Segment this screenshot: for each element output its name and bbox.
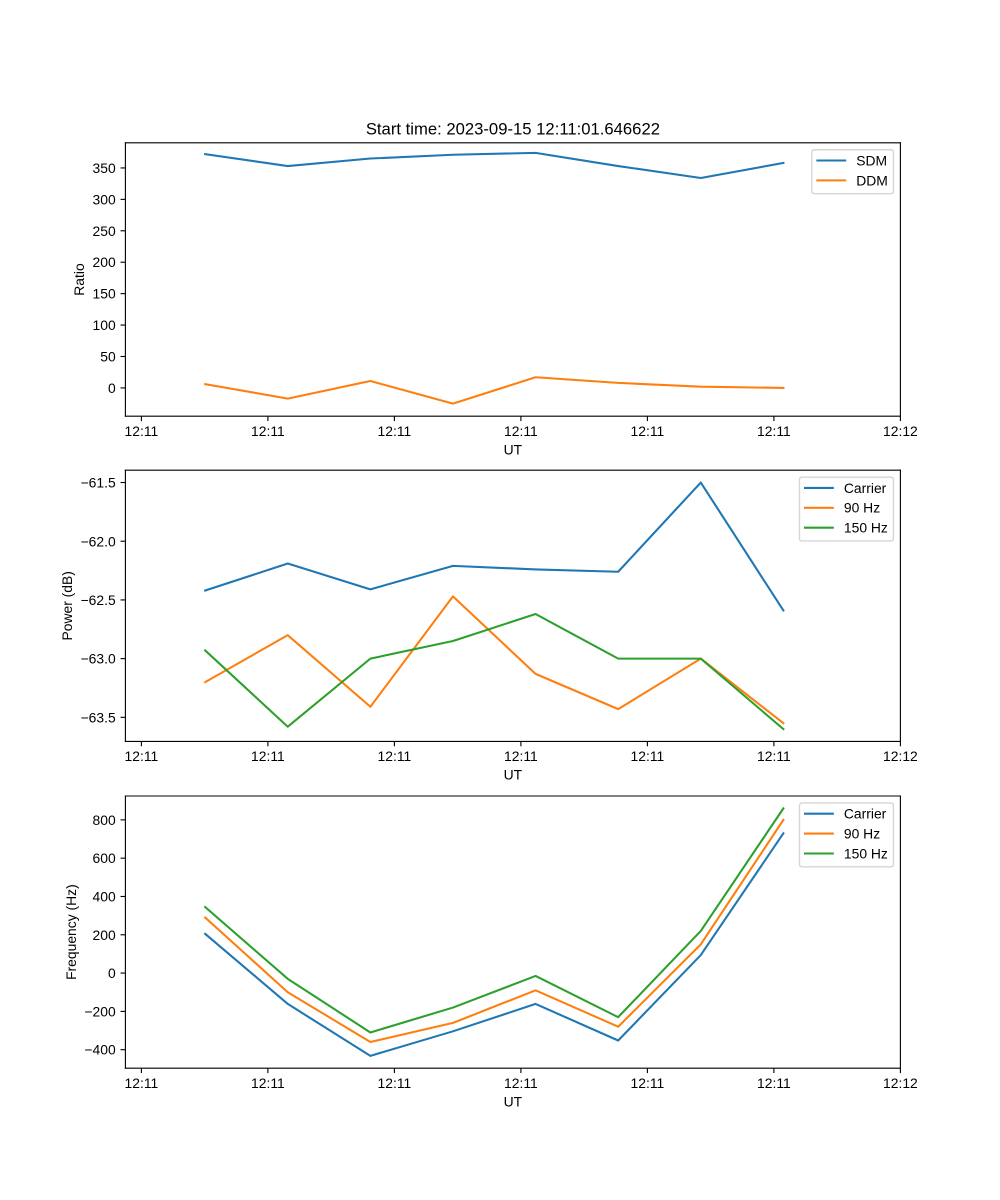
svg-text:−63.5: −63.5 (81, 709, 116, 725)
svg-text:Power (dB): Power (dB) (59, 571, 75, 640)
svg-text:200: 200 (93, 927, 116, 943)
svg-text:12:12: 12:12 (883, 748, 918, 764)
svg-text:12:12: 12:12 (883, 1075, 918, 1091)
svg-text:Ratio: Ratio (71, 263, 87, 296)
svg-text:0: 0 (108, 965, 116, 981)
svg-text:0: 0 (108, 380, 116, 396)
svg-text:UT: UT (504, 1093, 523, 1109)
svg-text:−62.0: −62.0 (81, 533, 116, 549)
svg-text:−63.0: −63.0 (81, 651, 116, 667)
svg-text:50: 50 (100, 349, 116, 365)
svg-text:12:11: 12:11 (251, 423, 285, 439)
svg-text:350: 350 (93, 160, 116, 176)
svg-text:12:11: 12:11 (631, 423, 665, 439)
svg-text:Start time: 2023-09-15 12:11:0: Start time: 2023-09-15 12:11:01.646622 (366, 119, 660, 138)
svg-text:90 Hz: 90 Hz (844, 825, 880, 841)
svg-text:12:11: 12:11 (504, 1075, 538, 1091)
svg-text:200: 200 (93, 254, 116, 270)
svg-text:12:11: 12:11 (125, 423, 159, 439)
svg-text:90 Hz: 90 Hz (844, 500, 880, 516)
svg-text:800: 800 (93, 812, 116, 828)
svg-text:12:11: 12:11 (378, 1075, 412, 1091)
svg-text:Frequency (Hz): Frequency (Hz) (63, 884, 79, 980)
svg-text:Carrier: Carrier (844, 480, 887, 496)
svg-text:UT: UT (504, 441, 523, 457)
svg-text:12:11: 12:11 (757, 423, 791, 439)
svg-text:−61.5: −61.5 (81, 475, 116, 491)
svg-text:UT: UT (504, 767, 523, 783)
svg-text:150: 150 (93, 286, 116, 302)
svg-text:12:11: 12:11 (251, 1075, 285, 1091)
svg-text:12:11: 12:11 (757, 748, 791, 764)
svg-text:12:11: 12:11 (504, 423, 538, 439)
svg-text:−200: −200 (84, 1003, 116, 1019)
svg-text:Carrier: Carrier (844, 806, 887, 822)
svg-text:−400: −400 (84, 1042, 116, 1058)
svg-text:12:11: 12:11 (125, 748, 159, 764)
svg-text:DDM: DDM (856, 172, 888, 188)
svg-text:12:11: 12:11 (631, 1075, 665, 1091)
svg-text:12:11: 12:11 (631, 748, 665, 764)
svg-text:12:12: 12:12 (883, 423, 918, 439)
svg-text:250: 250 (93, 223, 116, 239)
svg-text:12:11: 12:11 (378, 423, 412, 439)
svg-text:SDM: SDM (856, 152, 887, 168)
svg-text:12:11: 12:11 (757, 1075, 791, 1091)
svg-text:400: 400 (93, 889, 116, 905)
svg-text:12:11: 12:11 (125, 1075, 159, 1091)
svg-text:150 Hz: 150 Hz (844, 845, 888, 861)
svg-text:12:11: 12:11 (378, 748, 412, 764)
svg-text:600: 600 (93, 850, 116, 866)
svg-text:150 Hz: 150 Hz (844, 520, 888, 536)
svg-text:12:11: 12:11 (251, 748, 285, 764)
svg-text:100: 100 (93, 317, 116, 333)
svg-text:12:11: 12:11 (504, 748, 538, 764)
svg-text:300: 300 (93, 191, 116, 207)
svg-text:−62.5: −62.5 (81, 592, 116, 608)
